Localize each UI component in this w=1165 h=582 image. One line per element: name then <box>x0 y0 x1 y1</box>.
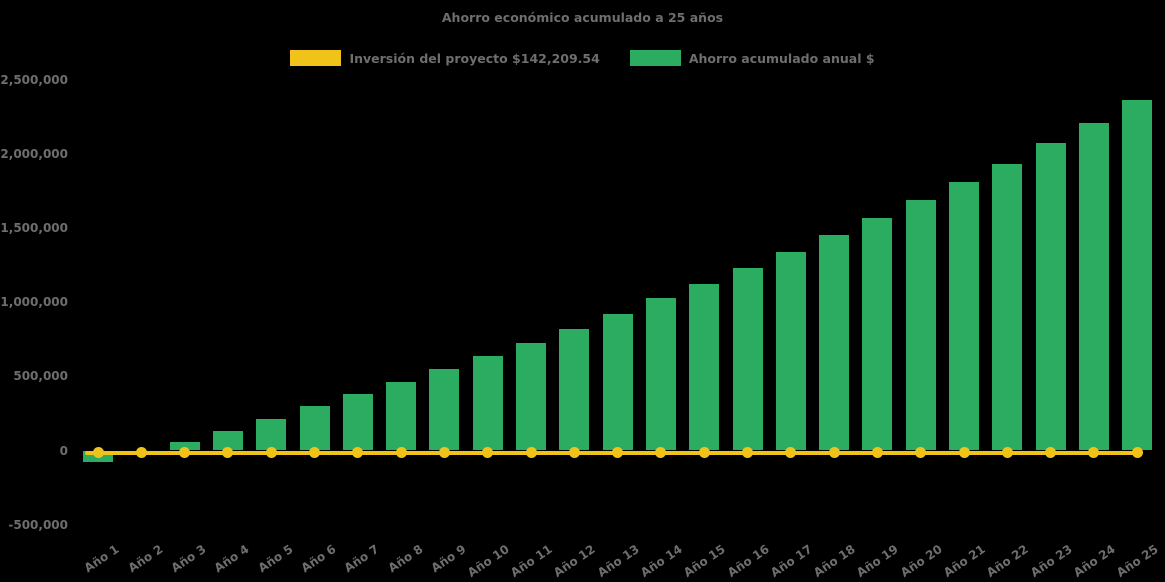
bar-ano-12 <box>559 328 590 451</box>
bar-ano-16 <box>732 267 763 451</box>
x-axis-tick-label: Año 20 <box>897 542 945 580</box>
investment-point-25 <box>1131 447 1143 459</box>
investment-point-10 <box>482 447 494 459</box>
investment-point-20 <box>915 447 927 459</box>
bar-ano-4 <box>212 431 243 451</box>
investment-point-24 <box>1088 447 1100 459</box>
bar-ano-11 <box>516 342 546 451</box>
x-axis-tick-label: Año 11 <box>508 542 555 580</box>
x-axis-tick-label: Año 19 <box>854 542 902 580</box>
bar-ano-23 <box>1035 143 1066 451</box>
legend-item-savings: Ahorro acumulado anual $ <box>629 50 875 66</box>
y-axis-tick-label: 1,000,000 <box>0 295 68 310</box>
investment-point-2 <box>135 447 147 459</box>
bar-ano-10 <box>472 355 503 451</box>
x-axis-tick-label: Año 21 <box>941 542 988 580</box>
investment-point-4 <box>222 447 234 459</box>
bar-ano-24 <box>1078 122 1109 451</box>
investment-point-13 <box>612 447 624 459</box>
x-axis-tick-label: Año 3 <box>168 542 209 576</box>
x-axis-tick-label: Año 12 <box>551 542 599 580</box>
investment-point-7 <box>352 447 364 459</box>
y-axis-tick-label: 0 <box>59 443 68 458</box>
y-axis-tick-label: 1,500,000 <box>0 220 68 235</box>
legend-label-investment: Inversión del proyecto $142,209.54 <box>349 50 600 66</box>
investment-point-6 <box>309 447 320 459</box>
investment-point-14 <box>655 447 667 459</box>
investment-point-22 <box>1001 447 1013 459</box>
y-axis-tick-label: 2,000,000 <box>0 146 68 161</box>
x-axis-tick-label: Año 6 <box>298 542 339 576</box>
investment-point-9 <box>438 447 450 459</box>
investment-point-12 <box>568 447 580 459</box>
bar-ano-15 <box>689 284 720 451</box>
bar-ano-19 <box>862 217 893 451</box>
bar-ano-13 <box>602 313 633 451</box>
legend-item-investment: Inversión del proyecto $142,209.54 <box>290 50 600 66</box>
bar-ano-18 <box>819 235 850 451</box>
x-axis-tick-label: Año 23 <box>1027 542 1075 580</box>
investment-point-19 <box>871 447 883 459</box>
investment-point-11 <box>525 447 537 459</box>
x-axis-tick-label: Año 14 <box>637 542 685 580</box>
legend-label-savings: Ahorro acumulado anual $ <box>688 50 875 66</box>
investment-point-23 <box>1045 447 1057 459</box>
x-axis-tick-label: Año 7 <box>341 542 382 576</box>
bar-ano-5 <box>256 419 287 451</box>
bar-ano-20 <box>905 199 936 451</box>
y-axis-tick-label: -500,000 <box>8 517 68 532</box>
investment-point-18 <box>828 447 840 459</box>
x-axis-tick-label: Año 25 <box>1114 542 1162 580</box>
bar-ano-6 <box>299 405 330 451</box>
x-axis-tick-label: Año 5 <box>255 542 296 576</box>
y-axis-tick-label: 500,000 <box>13 369 68 384</box>
bar-ano-7 <box>342 394 373 451</box>
x-axis-tick-label: Año 15 <box>681 542 729 580</box>
x-axis-tick-label: Año 24 <box>1070 542 1118 580</box>
investment-point-17 <box>785 447 797 459</box>
bar-ano-25 <box>1122 100 1153 451</box>
x-axis-tick-label: Año 8 <box>385 542 425 576</box>
investment-point-8 <box>395 447 407 459</box>
x-axis-tick-label: Año 17 <box>767 542 815 580</box>
bar-ano-8 <box>386 382 417 451</box>
bar-ano-3 <box>169 441 200 451</box>
x-axis-tick-label: Año 18 <box>811 542 858 580</box>
bar-ano-14 <box>645 297 676 451</box>
investment-point-21 <box>958 447 970 459</box>
x-axis-tick-label: Año 2 <box>125 542 166 576</box>
x-axis-tick-label: Año 1 <box>81 542 122 576</box>
bar-ano-17 <box>775 251 806 451</box>
chart-title: Ahorro económico acumulado a 25 años <box>441 10 724 25</box>
investment-point-15 <box>698 447 710 459</box>
bar-ano-21 <box>949 181 979 451</box>
x-axis-tick-label: Año 22 <box>984 542 1032 580</box>
legend-swatch-investment <box>290 50 342 66</box>
investment-point-3 <box>179 447 191 459</box>
x-axis-tick-label: Año 4 <box>211 542 252 576</box>
x-axis-tick-label: Año 16 <box>724 542 772 580</box>
investment-point-1 <box>92 447 104 459</box>
bar-ano-22 <box>992 164 1023 451</box>
x-axis-tick-label: Año 9 <box>428 542 469 576</box>
investment-point-5 <box>265 447 277 459</box>
y-axis-tick-label: 2,500,000 <box>0 72 68 87</box>
chart-legend: Inversión del proyecto $142,209.54 Ahorr… <box>0 50 1165 66</box>
x-axis-tick-label: Año 13 <box>594 542 642 580</box>
investment-point-16 <box>742 447 753 459</box>
legend-swatch-savings <box>629 50 681 66</box>
x-axis-tick-label: Año 10 <box>464 542 512 580</box>
bar-ano-9 <box>429 368 460 451</box>
